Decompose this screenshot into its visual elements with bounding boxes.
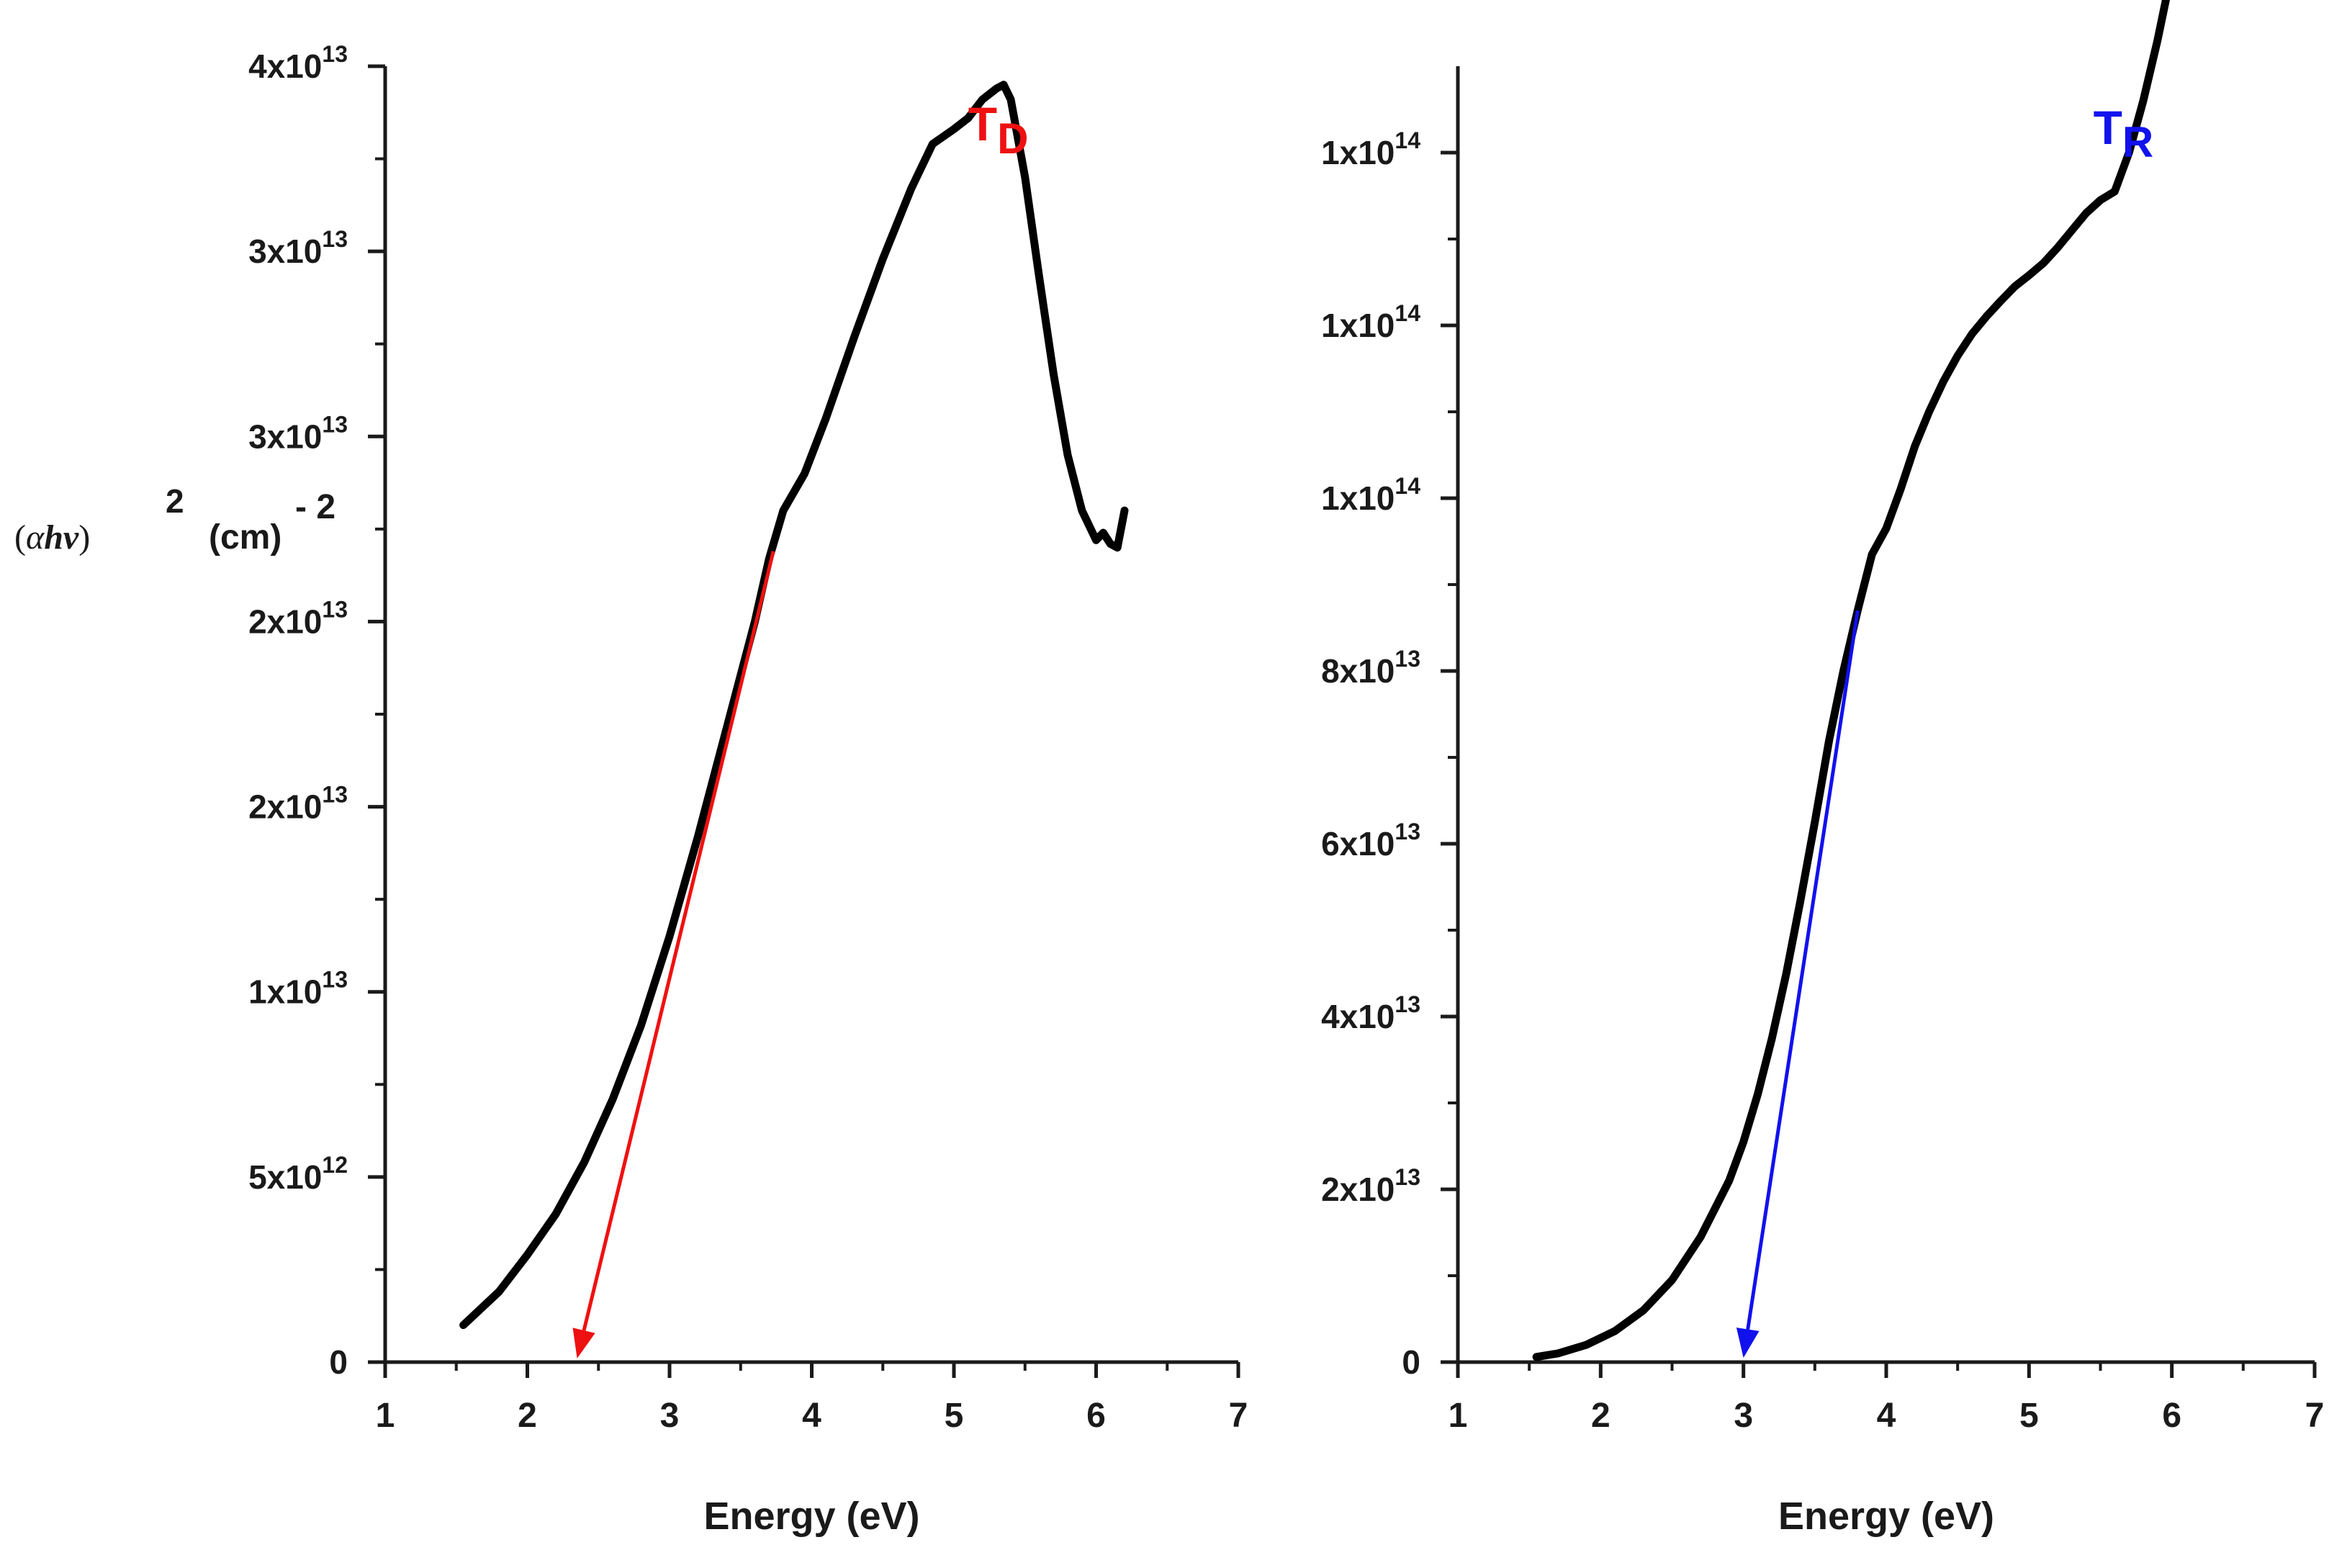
- right-annotation-tr: TR: [2094, 101, 2154, 166]
- right-x-tick-label: 7: [2305, 1397, 2325, 1435]
- right-y-tick-label: 1x1014: [1321, 127, 1420, 171]
- right-y-ticks: 0 2x1013 4x1013 6x1013 8x1013 1x1014 1x1014 1x1…: [1321, 127, 1458, 1381]
- left-y-tick-label: 3x1013: [248, 226, 348, 270]
- right-x-tick-label: 4: [1877, 1397, 1896, 1435]
- y-axis-label-alpha: α: [26, 518, 45, 557]
- right-y-tick-label: 6x1013: [1321, 819, 1420, 862]
- right-x-tick-label: 1: [1449, 1397, 1468, 1435]
- left-x-ticks: 1 2 3 4 5 6 7: [376, 1362, 1248, 1435]
- left-x-tick-label: 6: [1086, 1397, 1106, 1435]
- left-y-tick-label: 3x1013: [248, 411, 348, 455]
- left-data-curve: [459, 81, 1129, 1330]
- right-x-tick-label: 6: [2162, 1397, 2181, 1435]
- chart-panel-left: 0 5x1012 1x1013 2x1013 2x1013 3x1013 3x1013 4x1…: [248, 41, 1248, 1538]
- svg-text:TR: TR: [2094, 101, 2154, 166]
- left-y-tick-label: 0: [329, 1343, 348, 1381]
- left-x-axis-title: Energy (eV): [703, 1495, 919, 1538]
- left-y-tick-label: 2x1013: [248, 596, 348, 640]
- left-fit-line: [582, 551, 775, 1331]
- left-x-tick-label: 5: [945, 1397, 964, 1435]
- y-axis-label-unit: (cm): [209, 518, 281, 557]
- left-x-tick-label: 7: [1229, 1397, 1248, 1435]
- right-x-tick-label: 2: [1591, 1397, 1611, 1435]
- left-annotation-sub: D: [997, 114, 1028, 163]
- right-x-tick-label: 3: [1734, 1397, 1753, 1435]
- chart-panel-right: 0 2x1013 4x1013 6x1013 8x1013 1x1014 1x1014 1x1…: [1321, 0, 2324, 1538]
- left-y-tick-label: 1x1013: [248, 967, 348, 1011]
- right-data-curve: [1532, 0, 2171, 1361]
- left-annotation-td: TD: [968, 97, 1029, 163]
- right-y-tick-label: 4x1013: [1321, 991, 1420, 1035]
- right-fit-line: [1746, 610, 1860, 1330]
- y-axis-label-suffix: ): [78, 518, 90, 557]
- right-axes: [1456, 66, 2315, 1364]
- left-y-tick-label: 4x1013: [248, 41, 348, 85]
- right-x-tick-label: 5: [2019, 1397, 2039, 1435]
- left-y-ticks: 0 5x1012 1x1013 2x1013 2x1013 3x1013 3x1013 4x1…: [248, 41, 385, 1381]
- y-axis-label-exponent: 2: [166, 482, 184, 520]
- left-fit-arrowhead: [572, 1328, 595, 1359]
- y-axis-label: (αhv) 2 (cm) - 2: [14, 482, 335, 557]
- right-fit-arrowhead: [1736, 1328, 1760, 1358]
- right-y-tick-label: 8x1013: [1321, 646, 1420, 690]
- svg-text:(αhv): (αhv): [14, 518, 90, 557]
- right-x-ticks: 1 2 3 4 5 6 7: [1449, 1362, 2325, 1435]
- left-axes: [383, 66, 1238, 1364]
- left-x-tick-label: 2: [518, 1397, 537, 1435]
- svg-text:TD: TD: [968, 97, 1029, 163]
- left-x-tick-label: 1: [376, 1397, 395, 1435]
- y-axis-label-unit-exponent: - 2: [295, 488, 335, 526]
- right-x-axis-title: Energy (eV): [1778, 1495, 1994, 1538]
- right-annotation-main: T: [2094, 101, 2122, 154]
- left-x-tick-label: 3: [660, 1397, 680, 1435]
- left-y-tick-label: 5x1012: [248, 1152, 348, 1196]
- y-axis-label-hv: hv: [44, 518, 79, 557]
- left-annotation-main: T: [968, 97, 997, 150]
- left-x-tick-label: 4: [802, 1397, 821, 1435]
- right-y-tick-label: 1x1014: [1321, 473, 1420, 517]
- right-y-tick-label: 2x1013: [1321, 1164, 1420, 1208]
- right-plot-area: [1532, 0, 2171, 1361]
- left-plot-area: [459, 81, 1129, 1359]
- right-y-tick-label: 0: [1402, 1343, 1420, 1381]
- right-y-tick-label: 1x1014: [1321, 300, 1420, 344]
- right-annotation-sub: R: [2122, 118, 2153, 166]
- left-y-tick-label: 2x1013: [248, 782, 348, 826]
- y-axis-label-prefix: (: [14, 518, 26, 557]
